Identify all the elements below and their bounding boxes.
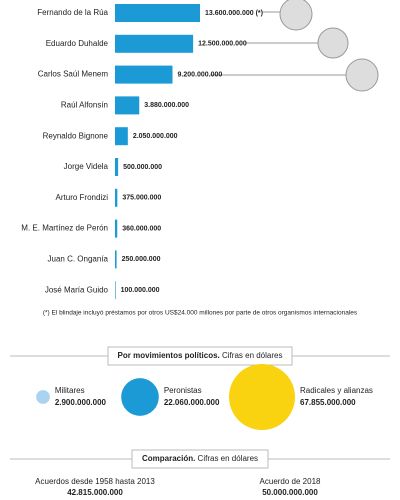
section-title: Por movimientos políticos. Cifras en dól… [118,351,283,360]
title: Comparación. [142,454,195,463]
title: Por movimientos políticos. [118,351,220,360]
subtitle: Cifras en dólares [198,454,258,463]
bar [115,4,200,22]
subtitle: Cifras en dólares [222,351,282,360]
photos [210,0,379,92]
bubble [229,364,295,430]
bubble-label: Radicales y alianzas [300,386,373,395]
category-label: Juan C. Onganía [48,255,109,264]
value-label: 9.200.000.000 [178,71,223,78]
item-label: Acuerdos desde 1958 hasta 2013 [35,477,155,486]
bubble [36,390,50,404]
photo [317,27,349,59]
value-label: 2.050.000.000 [133,133,178,140]
item-label: Acuerdo de 2018 [260,477,321,486]
category-label: M. E. Martínez de Perón [21,224,108,233]
value-label: 375.000.000 [122,195,161,202]
item-value: 42.815.000.000 [67,488,123,497]
category-label: Fernando de la Rúa [37,8,108,17]
bubble-value: 22.060.000.000 [164,398,220,407]
bar [115,65,173,84]
bar [115,250,117,269]
bar [115,34,194,53]
bar [115,219,118,238]
bar [115,127,128,146]
section-box [107,346,293,366]
category-label: Carlos Saúl Menem [38,70,109,79]
section-title: Comparación. Cifras en dólares [142,454,258,463]
value-label: 3.880.000.000 [144,102,189,109]
footnote: (*) El blindaje incluyó préstamos por ot… [43,310,358,317]
category-label: Jorge Videla [64,162,109,171]
section-box [131,449,269,469]
bar [115,188,118,207]
category-label: Raúl Alfonsín [61,101,108,110]
bar [115,96,140,115]
bubble-value: 67.855.000.000 [300,398,356,407]
value-label: 100.000.000 [121,287,160,294]
item-value: 50.000.000.000 [262,488,318,497]
category-label: Arturo Frondizi [56,193,109,202]
bar [115,281,116,300]
bubble-value: 2.900.000.000 [55,398,107,407]
value-label: 13.600.000.000 (*) [205,10,263,17]
value-label: 500.000.000 [123,164,162,171]
bar [115,158,119,176]
photo [345,58,379,92]
category-label: Eduardo Duhalde [46,39,109,48]
photo [279,0,313,31]
value-label: 12.500.000.000 [198,41,247,48]
bubble [121,378,159,416]
value-label: 360.000.000 [122,225,161,232]
category-label: José María Guido [45,285,109,294]
value-label: 250.000.000 [122,256,161,263]
category-label: Reynaldo Bignone [43,131,109,140]
bubble-label: Peronistas [164,386,202,395]
bubble-label: Militares [55,386,85,395]
